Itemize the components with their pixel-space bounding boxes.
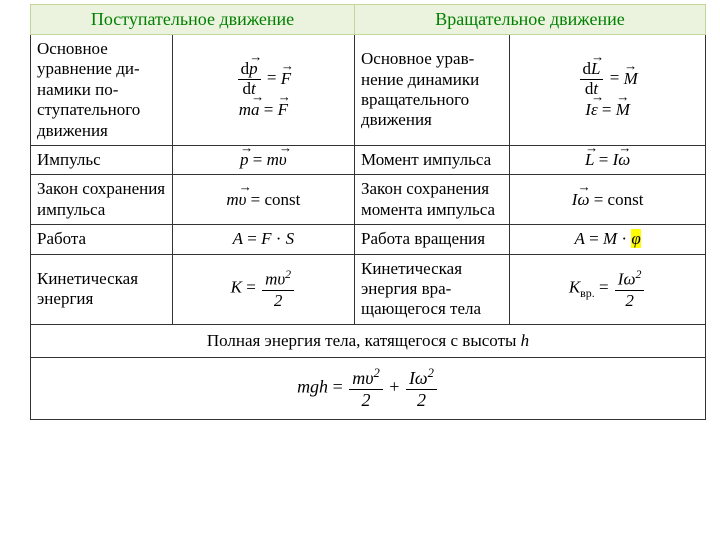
label-dynamics-left: Основное уравнение ди­намики по­ступател… (31, 35, 173, 146)
formula-work-left: A = F · S (172, 225, 354, 254)
full-energy-var: h (521, 331, 530, 350)
row-work: Работа A = F · S Работа враще­ния A = M … (31, 225, 706, 254)
label-conserv-right: Закон сохране­ния момента импульса (355, 175, 510, 225)
formula-conserv-right: Iω = const (510, 175, 706, 225)
row-full-energy-caption: Полная энергия тела, катящегося с высоты… (31, 324, 706, 357)
label-work-right: Работа враще­ния (355, 225, 510, 254)
formula-kinetic-right: Kвр. = Iω22 (510, 254, 706, 324)
label-momentum-left: Импульс (31, 145, 173, 174)
header-row: Поступательное движение Вращательное дви… (31, 5, 706, 35)
full-energy-caption-text: Полная энергия тела, катящегося с высоты (207, 331, 521, 350)
row-full-energy-formula: mgh = mυ22 + Iω22 (31, 357, 706, 419)
label-work-left: Работа (31, 225, 173, 254)
formula-momentum-left: p = mυ (172, 145, 354, 174)
formula-dynamics-left: dpdt = F ma = F (172, 35, 354, 146)
label-kinetic-right: Кинетическая энергия вра­щающегося тела (355, 254, 510, 324)
label-conserv-left: Закон сохра­нения им­пульса (31, 175, 173, 225)
comparison-table: Поступательное движение Вращательное дви… (30, 4, 706, 420)
formula-momentum-right: L = Iω (510, 145, 706, 174)
full-energy-caption: Полная энергия тела, катящегося с высоты… (31, 324, 706, 357)
label-kinetic-left: Кинетическая энергия (31, 254, 173, 324)
formula-conserv-left: mυ = const (172, 175, 354, 225)
formula-work-right: A = M · φ (510, 225, 706, 254)
formula-kinetic-left: K = mυ22 (172, 254, 354, 324)
header-right: Вращательное движение (355, 5, 706, 35)
row-kinetic: Кинетическая энергия K = mυ22 Кинетическ… (31, 254, 706, 324)
formula-dynamics-right: dLdt = M Iε = M (510, 35, 706, 146)
row-momentum: Импульс p = mυ Момент им­пульса L = Iω (31, 145, 706, 174)
header-left: Поступательное движение (31, 5, 355, 35)
full-energy-formula: mgh = mυ22 + Iω22 (31, 357, 706, 419)
label-momentum-right: Момент им­пульса (355, 145, 510, 174)
row-dynamics: Основное уравнение ди­намики по­ступател… (31, 35, 706, 146)
row-conservation: Закон сохра­нения им­пульса mυ = const З… (31, 175, 706, 225)
label-dynamics-right: Основное урав­нение динамики вращательно… (355, 35, 510, 146)
